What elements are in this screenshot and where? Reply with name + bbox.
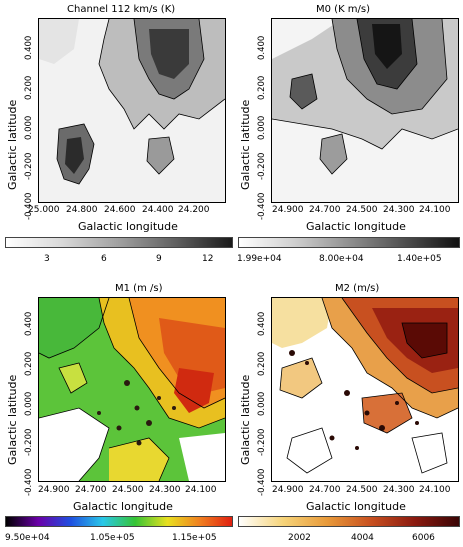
- ytick-m0-3: -0.200: [257, 152, 267, 180]
- m2-map: [271, 297, 459, 482]
- colorbar-tick-channel-3: 12: [202, 254, 214, 264]
- xtick-channel-0: 25.000: [28, 205, 60, 215]
- xtick-m1-1: 24.700: [75, 485, 107, 495]
- xtick-m0-4: 24.100: [419, 205, 451, 215]
- xtick-m2-0: 24.900: [272, 485, 304, 495]
- ytick-m2-3: -0.200: [257, 428, 267, 456]
- m0-map-image: [272, 19, 458, 202]
- panel-title-m0: M0 (K m/s): [316, 4, 371, 15]
- ytick-m2-0: 0.400: [257, 311, 267, 336]
- m1-map-image: [39, 298, 225, 481]
- colorbar-tick-m2-0: 2002: [288, 533, 311, 543]
- ytick-channel-1: 0.200: [24, 75, 34, 100]
- ytick-channel-0: 0.400: [24, 35, 34, 60]
- xtick-m2-1: 24.700: [309, 485, 341, 495]
- xtick-m1-3: 24.300: [149, 485, 181, 495]
- colorbar-tick-m1-0: 9.50e+04: [5, 533, 50, 543]
- colorbar-tick-m1-1: 1.05e+05: [90, 533, 135, 543]
- panel-title-m2: M2 (m/s): [335, 283, 380, 294]
- m0-map: [271, 18, 459, 203]
- ylabel-channel: Galactic latitude: [6, 99, 19, 190]
- xtick-m1-0: 24.900: [38, 485, 70, 495]
- colorbar-tick-channel-0: 3: [44, 254, 50, 264]
- xlabel-channel: Galactic longitude: [78, 220, 178, 233]
- colorbar-tick-m0-0: 1.99e+04: [237, 254, 282, 264]
- ytick-m2-2: 0.000: [257, 391, 267, 416]
- m2-colorbar: [238, 516, 460, 527]
- xtick-m2-2: 24.500: [346, 485, 378, 495]
- ytick-channel-2: 0.000: [24, 115, 34, 140]
- colorbar-tick-channel-2: 9: [156, 254, 162, 264]
- colorbar-tick-m0-1: 8.00e+04: [319, 254, 364, 264]
- ylabel-m1: Galactic latitude: [6, 374, 19, 465]
- m1-map: [38, 297, 226, 482]
- ytick-channel-3: -0.200: [24, 152, 34, 180]
- ytick-m0-0: 0.400: [257, 35, 267, 60]
- xlabel-m2: Galactic longitude: [306, 500, 406, 513]
- m2-map-image: [272, 298, 458, 481]
- xtick-channel-1: 24.800: [66, 205, 98, 215]
- xtick-m2-3: 24.300: [383, 485, 415, 495]
- xtick-m1-4: 24.100: [185, 485, 217, 495]
- ytick-m0-2: 0.000: [257, 115, 267, 140]
- xlabel-m1: Galactic longitude: [73, 500, 173, 513]
- m0-colorbar: [238, 237, 460, 248]
- xtick-m0-0: 24.900: [272, 205, 304, 215]
- ytick-m2-1: 0.200: [257, 351, 267, 376]
- ylabel-m2: Galactic latitude: [239, 374, 252, 465]
- xtick-channel-2: 24.600: [104, 205, 136, 215]
- colorbar-tick-m0-2: 1.40e+05: [397, 254, 442, 264]
- colorbar-tick-m1-2: 1.15e+05: [172, 533, 217, 543]
- channel-colorbar: [5, 237, 233, 248]
- xtick-m2-4: 24.100: [419, 485, 451, 495]
- colorbar-tick-channel-1: 6: [101, 254, 107, 264]
- ytick-m0-4: -0.400: [257, 192, 267, 220]
- ytick-m1-4: -0.400: [24, 468, 34, 496]
- xtick-channel-3: 24.400: [142, 205, 174, 215]
- colorbar-tick-m2-1: 4004: [351, 533, 374, 543]
- panel-title-m1: M1 (m /s): [115, 283, 163, 294]
- ytick-m2-4: -0.400: [257, 468, 267, 496]
- xlabel-m0: Galactic longitude: [306, 220, 406, 233]
- m1-colorbar: [5, 516, 233, 527]
- ytick-m1-1: 0.200: [24, 351, 34, 376]
- xtick-m0-2: 24.500: [346, 205, 378, 215]
- ytick-m0-1: 0.200: [257, 75, 267, 100]
- ytick-m1-2: 0.000: [24, 391, 34, 416]
- panel-title-channel: Channel 112 km/s (K): [67, 4, 176, 15]
- channel-map: [38, 18, 226, 203]
- xtick-m0-3: 24.300: [383, 205, 415, 215]
- ytick-m1-3: -0.200: [24, 428, 34, 456]
- ylabel-m0: Galactic latitude: [239, 99, 252, 190]
- xtick-m1-2: 24.500: [112, 485, 144, 495]
- ytick-m1-0: 0.400: [24, 311, 34, 336]
- colorbar-tick-m2-2: 6006: [412, 533, 435, 543]
- xtick-channel-4: 24.200: [178, 205, 210, 215]
- channel-map-image: [39, 19, 225, 202]
- xtick-m0-1: 24.700: [309, 205, 341, 215]
